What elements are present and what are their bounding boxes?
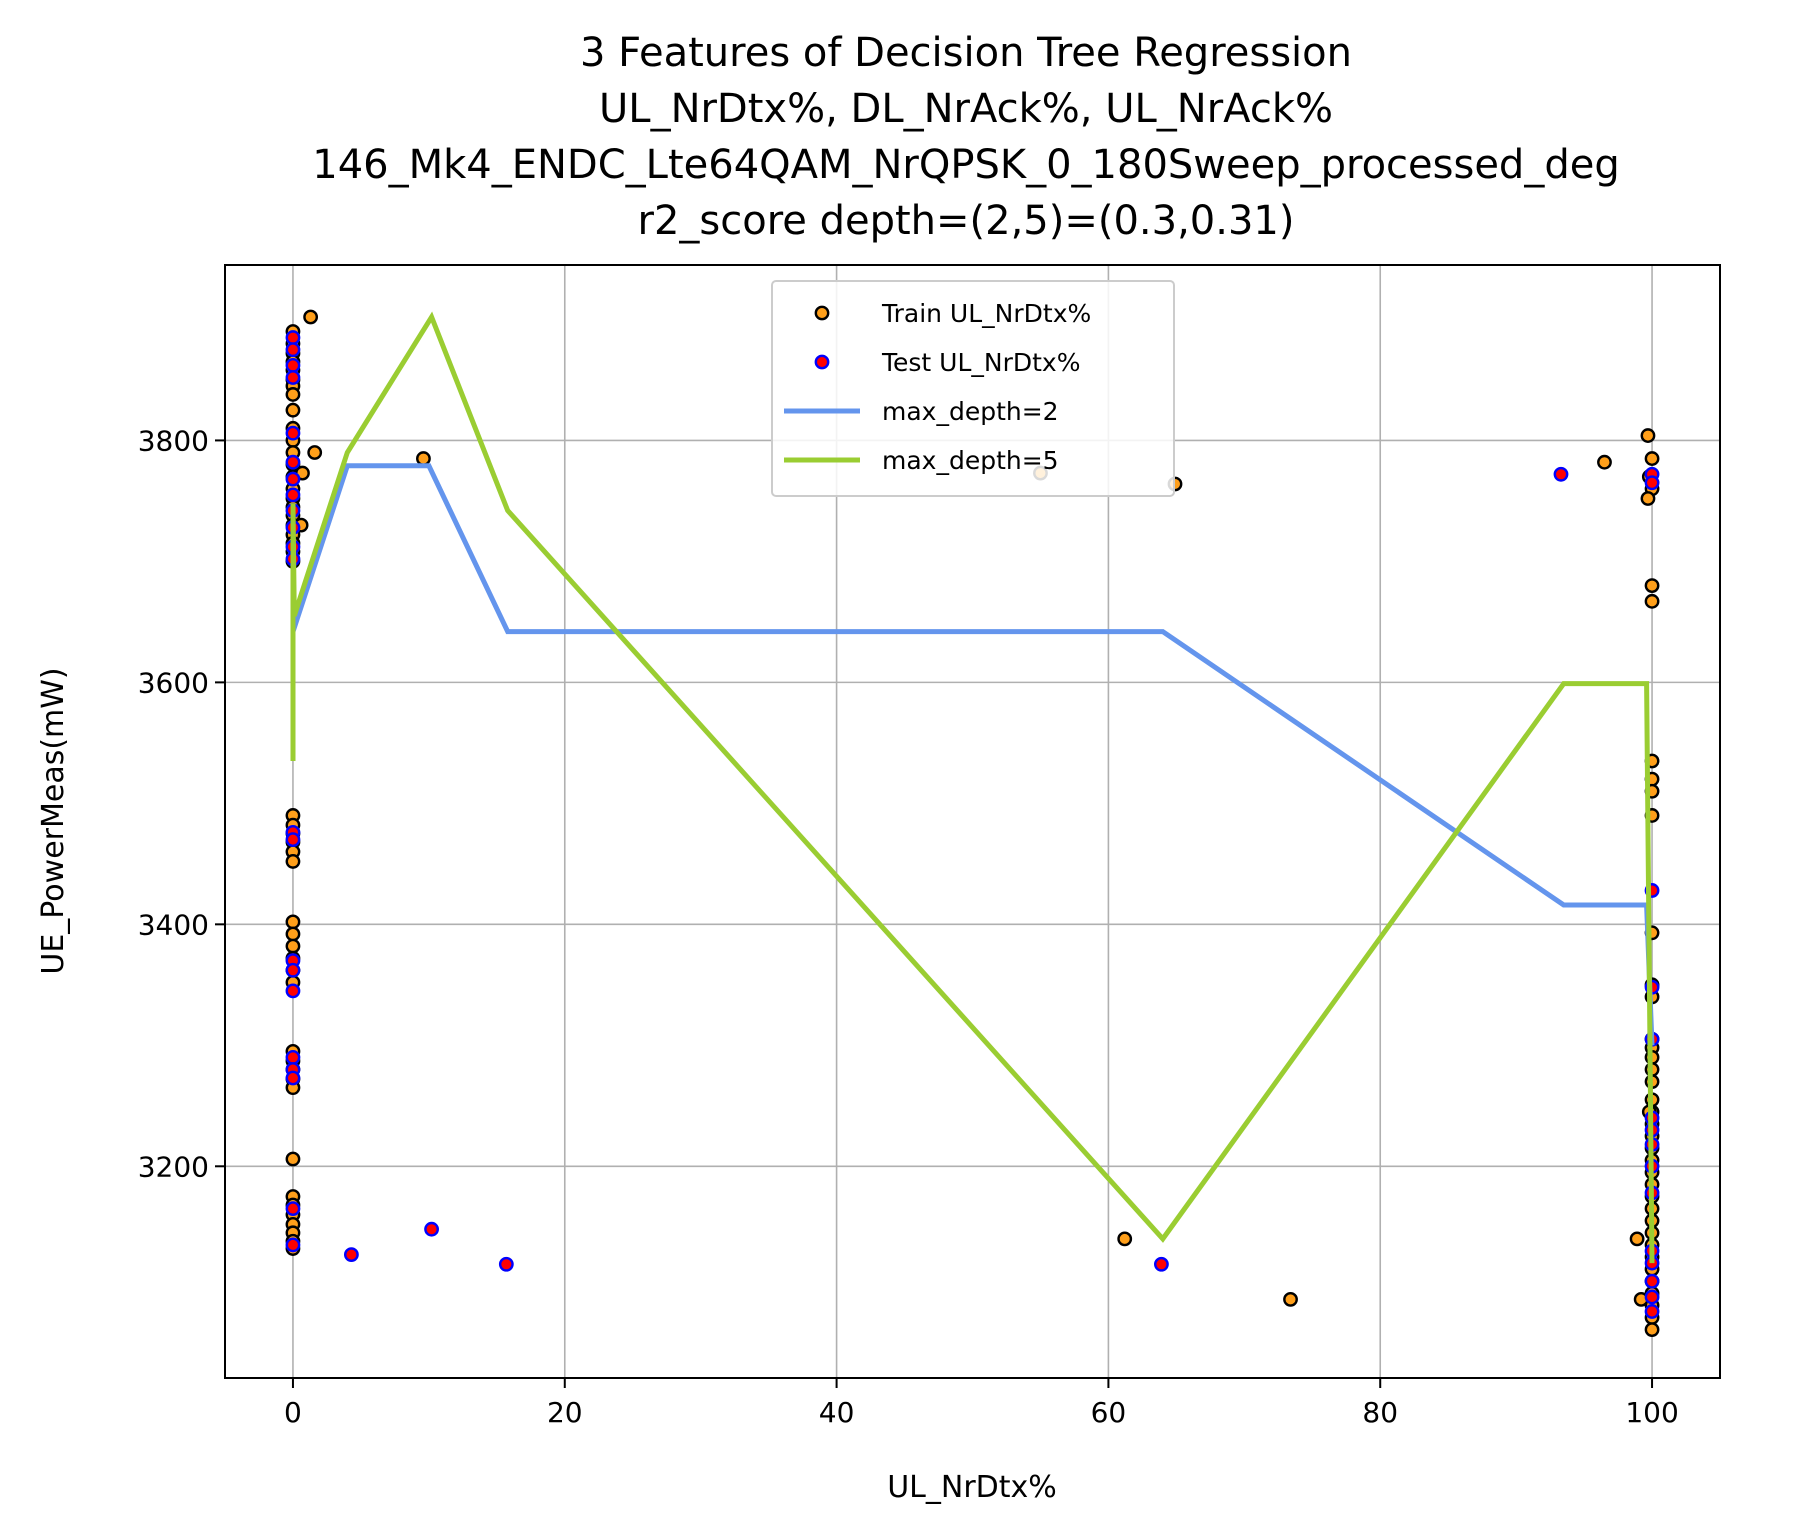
scatter-point: [1644, 1273, 1660, 1289]
scatter-point: [424, 1221, 439, 1237]
line-max-depth-5: [290, 311, 1655, 1264]
scatter-point: [343, 1247, 359, 1263]
plot-frame: [224, 264, 1721, 1379]
scatter-point: [285, 387, 301, 402]
title-line-3: 146_Mk4_ENDC_Lte64QAM_NrQPSK_0_180Sweep_…: [312, 142, 1619, 188]
title-line-1: 3 Features of Decision Tree Regression: [580, 30, 1352, 76]
plot-area: [285, 309, 1660, 1338]
y-tick-label: 3400: [138, 908, 209, 941]
scatter-point: [1553, 466, 1569, 482]
scatter-point: [285, 854, 301, 869]
axis-ticks: 0 20 40 60 80 100 3200 3400 3600 3800: [138, 424, 1679, 1429]
y-tick-label: 3800: [138, 424, 209, 457]
legend-label: max_depth=5: [882, 446, 1059, 475]
y-axis-label: UE_PowerMeas(mW): [36, 667, 71, 974]
scatter-point: [285, 1201, 301, 1217]
x-tick-label: 80: [1362, 1396, 1398, 1429]
legend-marker: [814, 305, 830, 321]
legend-label: Test UL_NrDtx%: [881, 348, 1081, 377]
x-tick-label: 60: [1091, 1396, 1127, 1429]
scatter-point: [285, 330, 301, 345]
legend: Train UL_NrDtx% Test UL_NrDtx% max_depth=2…: [771, 280, 1175, 497]
scatter-point: [285, 832, 301, 848]
scatter-point: [1640, 491, 1656, 506]
scatter-point: [1644, 593, 1660, 609]
scatter-point: [1644, 1322, 1660, 1338]
title-line-2: UL_NrDtx%, DL_NrAck%, UL_NrAck%: [599, 86, 1333, 132]
legend-label: max_depth=2: [882, 397, 1059, 426]
scatter-point: [285, 358, 301, 373]
scatter-point: [285, 1050, 301, 1065]
scatter-point: [303, 309, 319, 325]
scatter-point: [285, 342, 301, 358]
chart-title: 3 Features of Decision Tree Regression U…: [312, 30, 1619, 244]
scatter-point: [1644, 451, 1660, 466]
scatter-point: [1283, 1291, 1298, 1307]
scatter-point: [1597, 454, 1612, 470]
scatter-point: [285, 454, 301, 470]
scatter-point: [416, 451, 431, 466]
scatter-point: [285, 926, 301, 942]
scatter-point: [285, 402, 301, 418]
scatter-point: [285, 938, 301, 954]
x-tick-label: 100: [1625, 1396, 1678, 1429]
scatter-point: [1644, 475, 1660, 491]
scatter-point: [285, 1070, 301, 1086]
scatter-point: [285, 962, 301, 978]
scatter-point: [285, 914, 301, 930]
scatter-point: [1117, 1231, 1133, 1247]
x-axis-label: UL_NrDtx%: [887, 1470, 1057, 1505]
scatter-point: [1154, 1256, 1169, 1272]
scatter-point: [1644, 578, 1660, 593]
scatter-point: [498, 1256, 514, 1272]
plot-marks: [285, 309, 1660, 1338]
x-tick-label: 0: [284, 1396, 302, 1429]
scatter-point: [1629, 1231, 1645, 1247]
scatter-point: [1644, 1289, 1660, 1305]
y-tick-label: 3200: [138, 1150, 209, 1183]
scatter-point: [285, 370, 301, 385]
legend-marker: [814, 354, 830, 370]
legend-label: Train UL_NrDtx%: [881, 299, 1091, 328]
x-tick-label: 20: [547, 1396, 583, 1429]
scatter-point: [1640, 428, 1656, 443]
scatter-point: [1644, 1304, 1660, 1319]
scatter-point: [285, 1151, 301, 1167]
x-tick-label: 40: [819, 1396, 855, 1429]
scatter-point: [285, 983, 301, 999]
scatter-point: [285, 425, 301, 441]
title-line-4: r2_score depth=(2,5)=(0.3,0.31): [638, 198, 1295, 244]
legend-box: [771, 280, 1175, 497]
scatter-point: [285, 1237, 301, 1253]
scatter-point: [307, 445, 323, 460]
scatter-point: [285, 471, 301, 487]
scatter-point: [285, 487, 301, 503]
line-max-depth-2: [290, 463, 1655, 1046]
y-tick-label: 3600: [138, 666, 209, 699]
